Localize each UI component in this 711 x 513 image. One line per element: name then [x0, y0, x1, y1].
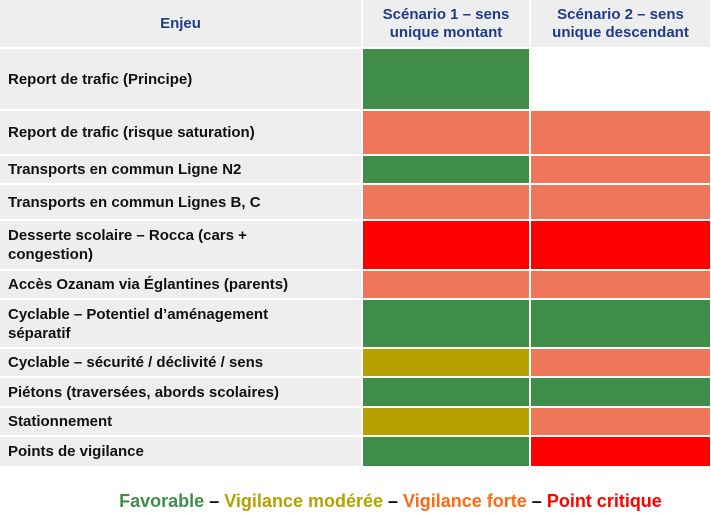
header-scenario-1: Scénario 1 – sens unique montant	[362, 0, 531, 49]
scenario-1-cell	[362, 436, 531, 468]
table-row: Report de trafic (Principe)	[0, 48, 711, 111]
header-scenario-2: Scénario 2 – sens unique descendant	[530, 0, 711, 49]
row-label: Transports en commun Ligne N2	[0, 155, 363, 185]
scenario-1-cell	[362, 348, 531, 378]
table-row: Accès Ozanam via Églantines (parents)	[0, 270, 711, 300]
row-label: Report de trafic (Principe)	[0, 48, 363, 111]
scenario-2-cell	[530, 155, 711, 185]
row-label: Transports en commun Lignes B, C	[0, 184, 363, 221]
legend-favorable: Favorable	[119, 491, 205, 511]
scenario-1-cell	[362, 377, 531, 408]
table-row: Desserte scolaire – Rocca (cars + conges…	[0, 220, 711, 271]
scenario-1-cell	[362, 407, 531, 437]
scenario-2-cell	[530, 348, 711, 378]
header-enjeu: Enjeu	[0, 0, 363, 49]
legend: Favorable – Vigilance modérée – Vigilanc…	[0, 491, 711, 512]
row-label: Report de trafic (risque saturation)	[0, 110, 363, 156]
table-row: Stationnement	[0, 407, 711, 437]
table-row: Transports en commun Ligne N2	[0, 155, 711, 185]
table-row: Cyclable – sécurité / déclivité / sens	[0, 348, 711, 378]
table-row: Piétons (traversées, abords scolaires)	[0, 377, 711, 408]
scenario-2-cell	[530, 436, 711, 468]
scenario-2-cell	[530, 48, 711, 111]
legend-separator: –	[531, 491, 542, 511]
scenario-1-cell	[362, 270, 531, 300]
table-row: Points de vigilance	[0, 436, 711, 468]
scenario-2-cell	[530, 407, 711, 437]
scenario-1-cell	[362, 220, 531, 271]
table-row: Transports en commun Lignes B, C	[0, 184, 711, 221]
legend-vigilance-moderee: Vigilance modérée	[224, 491, 383, 511]
row-label: Accès Ozanam via Églantines (parents)	[0, 270, 363, 300]
table-row: Report de trafic (risque saturation)	[0, 110, 711, 156]
scenario-1-cell	[362, 299, 531, 349]
scenario-2-cell-top	[531, 78, 710, 80]
scenario-2-cell	[530, 299, 711, 349]
header-row: Enjeu Scénario 1 – sens unique montant S…	[0, 0, 711, 49]
scenario-2-cell	[530, 184, 711, 221]
legend-separator: –	[388, 491, 399, 511]
row-label: Stationnement	[0, 407, 363, 437]
row-label: Piétons (traversées, abords scolaires)	[0, 377, 363, 408]
assessment-table: Enjeu Scénario 1 – sens unique montant S…	[0, 0, 711, 468]
row-label: Points de vigilance	[0, 436, 363, 468]
row-label: Cyclable – Potentiel d’aménagement sépar…	[0, 299, 363, 349]
scenario-2-cell	[530, 377, 711, 408]
legend-vigilance-forte: Vigilance forte	[403, 491, 527, 511]
scenario-1-cell	[362, 184, 531, 221]
scenario-2-cell	[530, 110, 711, 156]
scenario-1-cell	[362, 48, 531, 111]
scenario-2-cell	[530, 270, 711, 300]
scenario-2-cell	[530, 220, 711, 271]
row-label: Desserte scolaire – Rocca (cars + conges…	[0, 220, 363, 271]
table-row: Cyclable – Potentiel d’aménagement sépar…	[0, 299, 711, 349]
legend-point-critique: Point critique	[546, 491, 662, 511]
legend-separator: –	[209, 491, 220, 511]
scenario-1-cell	[362, 110, 531, 156]
row-label: Cyclable – sécurité / déclivité / sens	[0, 348, 363, 378]
scenario-1-cell	[362, 155, 531, 185]
